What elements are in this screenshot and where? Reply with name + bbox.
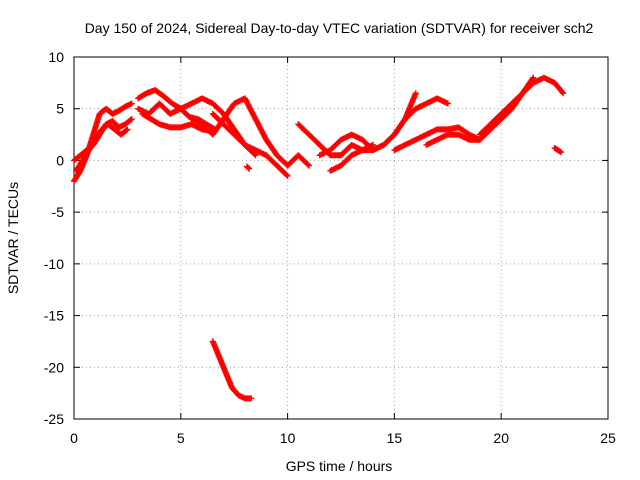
data-point (128, 100, 135, 107)
y-tick-label: -20 (44, 359, 64, 375)
data-point (284, 172, 291, 179)
data-point (246, 165, 253, 172)
data-point (444, 100, 451, 107)
data-series-arc-11 (327, 95, 451, 174)
y-tick-label: -10 (44, 256, 64, 272)
data-point (530, 74, 537, 81)
data-point (304, 161, 311, 168)
data-point (127, 116, 134, 123)
x-tick-label: 0 (70, 430, 78, 446)
y-tick-label: 5 (56, 101, 64, 117)
data-point (283, 171, 290, 178)
y-tick-label: 10 (48, 49, 64, 65)
data-point (412, 90, 419, 97)
data-points (71, 74, 567, 402)
data-series-arc-16 (244, 163, 253, 172)
data-point (128, 116, 135, 123)
data-series-arc-15 (551, 145, 565, 156)
data-point (123, 127, 130, 134)
x-tick-label: 10 (280, 430, 296, 446)
x-tick-label: 5 (177, 430, 185, 446)
y-tick-label: -5 (52, 204, 65, 220)
data-point (124, 126, 131, 133)
y-tick-label: -25 (44, 411, 64, 427)
data-point (529, 75, 536, 82)
data-point (559, 89, 566, 96)
x-tick-label: 15 (387, 430, 403, 446)
x-tick-label: 25 (600, 430, 616, 446)
data-series-arc-17 (209, 338, 255, 402)
data-point (305, 162, 312, 169)
data-point (560, 90, 567, 97)
y-axis-label: SDTVAR / TECUs (5, 182, 21, 294)
y-tick-label: -15 (44, 308, 64, 324)
plot-frame (73, 56, 609, 420)
data-point (245, 164, 252, 171)
data-point (248, 395, 255, 402)
data-series-arc-3 (73, 121, 131, 174)
data-point (558, 149, 565, 156)
x-axis-label: GPS time / hours (286, 458, 393, 474)
data-point (252, 152, 259, 159)
data-series-arc-8 (209, 110, 291, 179)
data-point (370, 141, 377, 148)
y-tick-label: 0 (56, 152, 64, 168)
data-series-arc-4 (135, 87, 218, 133)
data-series-arc-1 (71, 100, 135, 185)
data-series-arc-13 (423, 74, 537, 148)
x-tick-label: 20 (493, 430, 509, 446)
chart-title: Day 150 of 2024, Sidereal Day-to-day VTE… (85, 20, 594, 36)
data-series-arc-14 (476, 74, 567, 138)
